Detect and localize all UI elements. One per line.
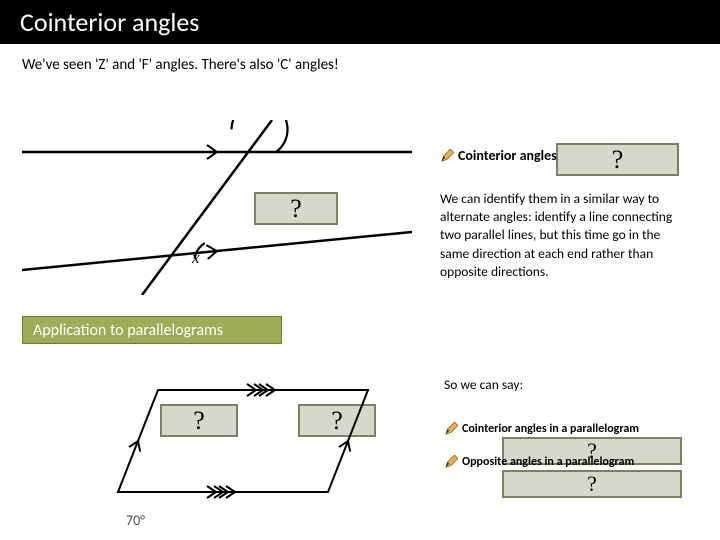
label-text: Cointerior angles in a parallelogram <box>462 422 639 436</box>
question-box-rule-lower[interactable]: ? <box>502 470 682 498</box>
explanation-text: We can identify them in a similar way to… <box>440 190 692 281</box>
cointerior-diagram <box>22 120 412 295</box>
question-box-definition[interactable]: ? <box>556 143 679 176</box>
title-bar: Cointerior angles <box>0 0 720 44</box>
subheader-text: Application to parallelograms <box>33 321 223 340</box>
label-text: Opposite angles in a parallelogram <box>462 455 634 469</box>
intro-text: We've seen 'Z' and 'F' angles. There's a… <box>22 56 720 74</box>
bottom-left-angle-label: 70° <box>126 512 145 529</box>
question-box-diagram[interactable]: ? <box>254 192 338 225</box>
label-text: Cointerior angles <box>458 147 557 164</box>
opposite-parallelogram-label: Opposite angles in a parallelogram <box>444 455 634 469</box>
qmark: ? <box>290 194 302 224</box>
page-title: Cointerior angles <box>20 6 199 38</box>
pencil-icon <box>440 149 454 163</box>
so-we-can-say: So we can say: <box>444 376 523 394</box>
cointerior-angles-label: Cointerior angles <box>440 147 557 164</box>
pencil-icon <box>444 422 458 436</box>
x-variable-label: x <box>192 248 200 268</box>
qmark: ? <box>587 471 597 497</box>
subheader-parallelograms: Application to parallelograms <box>22 316 282 344</box>
parallelogram-diagram <box>98 362 398 512</box>
pencil-icon <box>444 455 458 469</box>
qmark: ? <box>612 145 624 175</box>
cointerior-parallelogram-label: Cointerior angles in a parallelogram <box>444 422 639 436</box>
